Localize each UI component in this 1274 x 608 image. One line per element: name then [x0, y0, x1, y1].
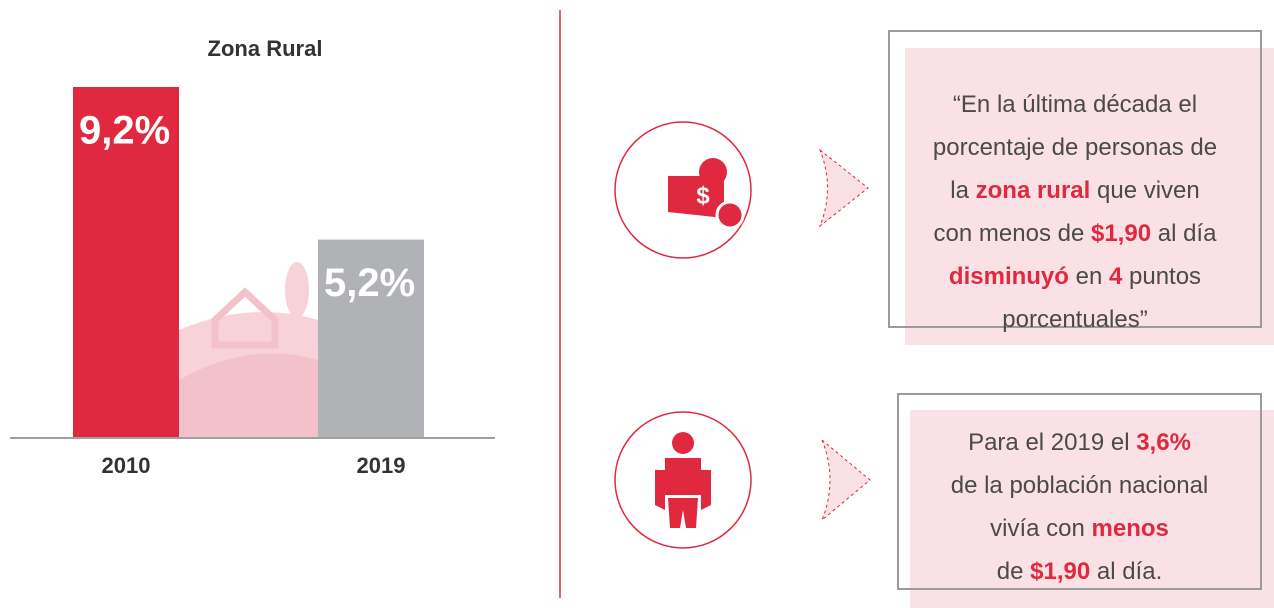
emphasis: 4 — [1109, 263, 1122, 290]
text: porcentaje de personas de — [933, 134, 1217, 161]
svg-text:$: $ — [696, 182, 710, 209]
text: al día — [1151, 220, 1216, 247]
emphasis: menos — [1092, 515, 1169, 542]
text-line: porcentuales” — [888, 298, 1262, 341]
icon-person — [615, 412, 751, 548]
landscape-decoration — [179, 262, 318, 438]
text: de — [997, 558, 1030, 585]
text: “En la última década el — [953, 91, 1197, 118]
emphasis: $1,90 — [1091, 220, 1151, 247]
text-line: la zona rural que viven — [888, 169, 1262, 212]
emphasis: $1,90 — [1030, 558, 1090, 585]
text-line: vivía con menos — [897, 507, 1262, 550]
text-line: Para el 2019 el 3,6% — [897, 421, 1262, 464]
text: vivía con — [990, 515, 1091, 542]
text-line: con menos de $1,90 al día — [888, 212, 1262, 255]
text: al día. — [1090, 558, 1162, 585]
icon-money: $ — [615, 122, 751, 258]
text: porcentuales” — [1002, 306, 1147, 333]
x-tick-label: 2019 — [357, 453, 406, 478]
text-line: “En la última década el — [888, 83, 1262, 126]
page: $ Zona Rural 9,2% 2010 5,2% 2019 “En la últi… — [0, 0, 1274, 608]
text-line: disminuyó en 4 puntos — [888, 255, 1262, 298]
emphasis: disminuyó — [949, 263, 1069, 290]
text-line: porcentaje de personas de — [888, 126, 1262, 169]
text-line: de $1,90 al día. — [897, 550, 1262, 593]
value-label: 9,2% — [79, 109, 170, 153]
x-tick-label: 2010 — [102, 453, 151, 478]
text: puntos — [1122, 263, 1201, 290]
text: de la población nacional — [951, 472, 1209, 499]
emphasis: zona rural — [976, 177, 1091, 204]
text: en — [1069, 263, 1109, 290]
text-line: de la población nacional — [897, 464, 1262, 507]
text: con menos de — [934, 220, 1091, 247]
callout-text: Para el 2019 el 3,6% de la población naci… — [897, 421, 1262, 593]
emphasis: 3,6% — [1136, 429, 1191, 456]
value-label: 5,2% — [324, 261, 415, 305]
text: la — [950, 177, 975, 204]
text: que viven — [1090, 177, 1199, 204]
callout-text: “En la última década el porcentaje de per… — [888, 83, 1262, 341]
chart-title: Zona Rural — [208, 36, 323, 61]
text: Para el 2019 el — [968, 429, 1136, 456]
pointer-triangles — [820, 150, 870, 520]
